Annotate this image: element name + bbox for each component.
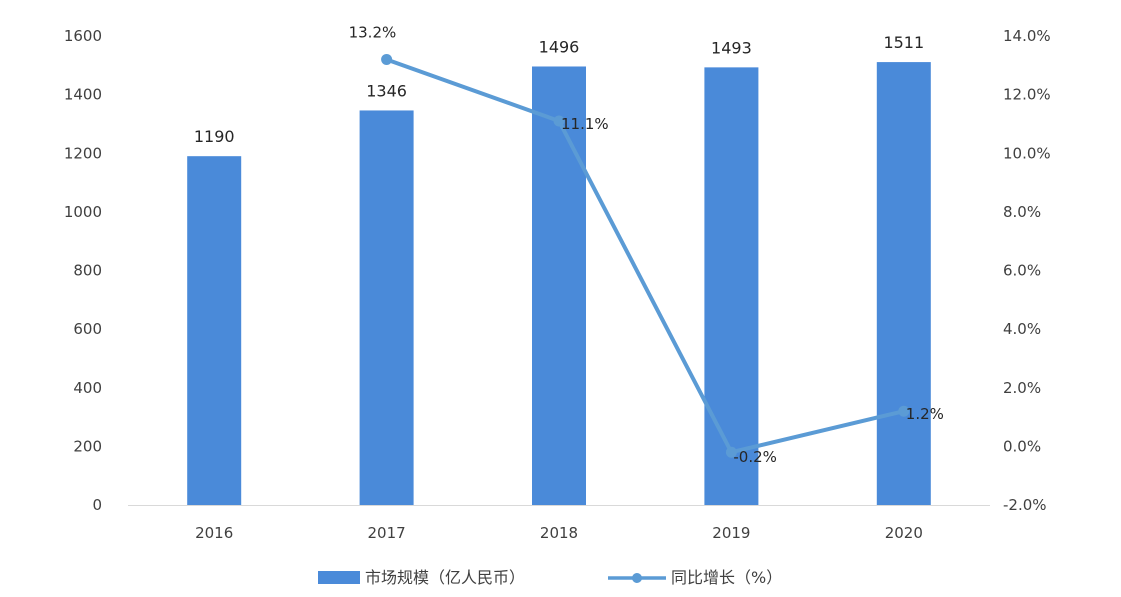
right-y-axis: -2.0% 0.0% 2.0% 4.0% 6.0% 8.0% 10.0% 12.0% 14.0% [1003,27,1051,514]
right-tick-label: 14.0% [1003,27,1051,45]
left-tick-label: 0 [92,496,102,514]
bar-label-2019: 1493 [711,38,752,57]
growth-point-2020 [898,405,910,417]
bar-label-2017: 1346 [366,81,407,100]
x-tick-label-2019: 2019 [712,524,750,542]
bar-2016 [187,156,242,505]
left-tick-label: 1000 [64,203,102,221]
bar-2019 [704,67,759,505]
x-tick-label-2017: 2017 [368,524,406,542]
bar-label-2016: 1190 [194,127,235,146]
right-tick-label: 0.0% [1003,437,1041,455]
right-tick-label: 10.0% [1003,144,1051,162]
left-tick-label: 600 [73,320,102,338]
left-tick-label: 200 [73,437,102,455]
legend-bar-label: 市场规模（亿人民币） [365,568,525,587]
right-tick-label: 2.0% [1003,379,1041,397]
right-tick-label: -2.0% [1003,496,1047,514]
legend-bar-swatch [318,571,360,584]
x-tick-label-2016: 2016 [195,524,233,542]
bar-2018 [532,66,586,506]
x-tick-label-2020: 2020 [885,524,923,542]
bar-2017 [359,110,414,506]
growth-point-2019 [725,446,737,458]
right-tick-label: 4.0% [1003,320,1041,338]
growth-point-2017 [381,53,393,65]
bar-label-2018: 1496 [539,37,580,56]
x-axis: 2016 2017 2018 2019 2020 [195,524,923,542]
x-tick-label-2018: 2018 [540,524,578,542]
legend: 市场规模（亿人民币） 同比增长（%） [318,568,782,587]
legend-line-marker [632,573,642,583]
legend-line-label: 同比增长（%） [671,568,782,587]
line-series [381,53,910,458]
left-tick-label: 400 [73,379,102,397]
growth-line [384,57,906,455]
left-tick-label: 800 [73,262,102,280]
growth-label-2019: -0.2% [733,448,777,466]
right-tick-label: 8.0% [1003,203,1041,221]
growth-label-2018: 11.1% [561,115,609,133]
bar-series [187,62,931,506]
left-tick-label: 1200 [64,144,102,162]
growth-point-2018 [553,115,565,127]
growth-label-2017: 13.2% [349,23,397,41]
bar-label-2020: 1511 [883,33,924,52]
left-y-axis: 0 200 400 600 800 1000 1200 1400 1600 [64,27,102,514]
growth-label-2020: 1.2% [906,405,944,423]
left-tick-label: 1600 [64,27,102,45]
bar-2020 [876,62,931,505]
right-tick-label: 12.0% [1003,86,1051,104]
right-tick-label: 6.0% [1003,262,1041,280]
left-tick-label: 1400 [64,86,102,104]
